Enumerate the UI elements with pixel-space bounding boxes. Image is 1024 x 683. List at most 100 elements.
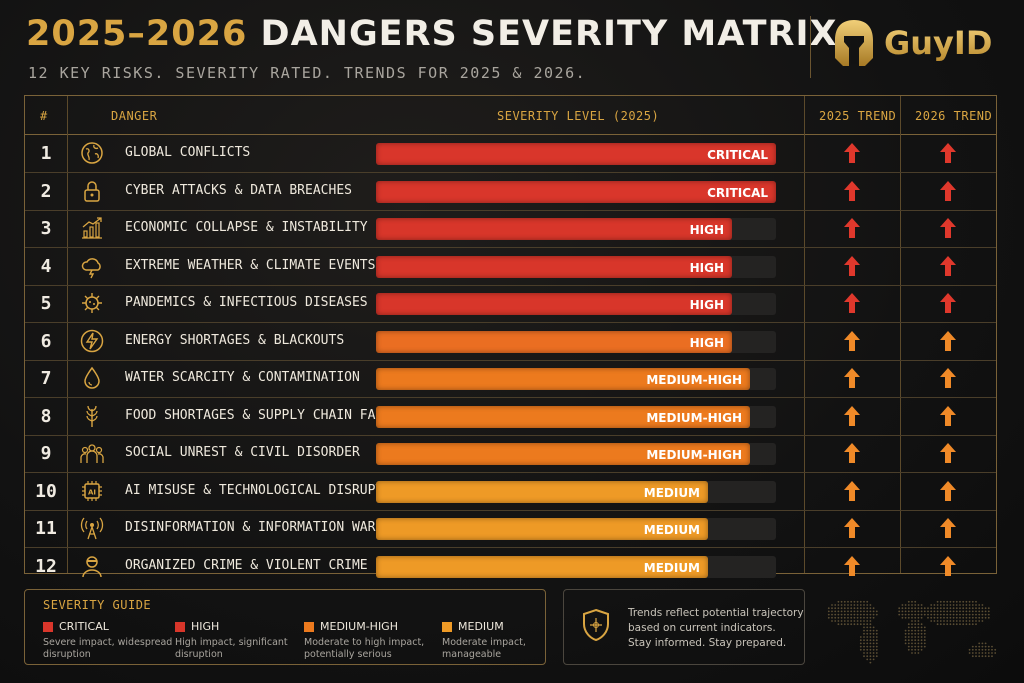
guide-swatch bbox=[43, 622, 53, 632]
logo-divider bbox=[810, 16, 811, 78]
table-row: 12 ORGANIZED CRIME & VIOLENT CRIME MEDIU… bbox=[25, 547, 996, 585]
severity-bar: MEDIUM bbox=[376, 480, 708, 503]
danger-name: ORGANIZED CRIME & VIOLENT CRIME bbox=[125, 557, 368, 573]
guide-item-desc: Severe impact, widespread disruption bbox=[43, 637, 173, 660]
trend-2026-up-arrow-icon bbox=[936, 365, 960, 391]
trend-note: Trends reflect potential trajectory base… bbox=[563, 589, 805, 665]
guide-item-name: CRITICAL bbox=[59, 620, 109, 633]
trend-2025-up-arrow-icon bbox=[840, 478, 864, 504]
severity-bar: MEDIUM-HIGH bbox=[376, 368, 750, 390]
shield-icon bbox=[583, 608, 609, 642]
table-row: 6 ENERGY SHORTAGES & BLACKOUTS HIGH bbox=[25, 322, 996, 361]
severity-bar: HIGH bbox=[376, 255, 732, 278]
trend-2026-up-arrow-icon bbox=[936, 440, 960, 466]
severity-bar: HIGH bbox=[376, 218, 732, 240]
row-number: 8 bbox=[40, 405, 52, 427]
note-text: Trends reflect potential trajectory base… bbox=[628, 606, 804, 651]
table-row: 9 SOCIAL UNREST & CIVIL DISORDER MEDIUM-… bbox=[25, 434, 996, 473]
guide-swatch bbox=[442, 622, 452, 632]
storm-cloud-icon bbox=[79, 253, 105, 279]
guide-item-desc: Moderate to high impact, potentially ser… bbox=[304, 637, 425, 660]
severity-label: MEDIUM bbox=[643, 485, 700, 500]
col-divider bbox=[67, 96, 68, 573]
col-header-num: # bbox=[40, 109, 48, 123]
table-row: 4 EXTREME WEATHER & CLIMATE EVENTS HIGH bbox=[25, 247, 996, 286]
globe-icon bbox=[79, 140, 105, 166]
bolt-icon bbox=[79, 328, 105, 354]
danger-name: FOOD SHORTAGES & SUPPLY CHAIN FAILURES bbox=[125, 407, 423, 423]
danger-name: PANDEMICS & INFECTIOUS DISEASES bbox=[125, 295, 368, 310]
danger-name: AI MISUSE & TECHNOLOGICAL DISRUPTION bbox=[125, 482, 407, 498]
row-number: 10 bbox=[35, 480, 57, 502]
severity-label: MEDIUM-HIGH bbox=[646, 373, 742, 387]
table-row: 10 AI AI MISUSE & TECHNOLOGICAL DISRUPTI… bbox=[25, 472, 996, 511]
trend-2025-up-arrow-icon bbox=[840, 440, 864, 466]
severity-label: HIGH bbox=[689, 260, 724, 275]
severity-matrix: # DANGER SEVERITY LEVEL (2025) 2025 TREN… bbox=[24, 95, 997, 578]
svg-text:AI: AI bbox=[88, 488, 96, 496]
col-header-danger: DANGER bbox=[111, 109, 158, 123]
note-line: Stay informed. Stay prepared. bbox=[628, 637, 787, 649]
guide-item-name: HIGH bbox=[191, 620, 220, 633]
severity-bar: CRITICAL bbox=[376, 180, 776, 203]
chart-up-icon bbox=[79, 215, 105, 241]
people-group-icon bbox=[79, 440, 105, 466]
table-row: 3 ECONOMIC COLLAPSE & INSTABILITY HIGH bbox=[25, 209, 996, 248]
trend-2025-up-arrow-icon bbox=[840, 403, 864, 429]
danger-name: EXTREME WEATHER & CLIMATE EVENTS bbox=[125, 257, 376, 273]
danger-name: SOCIAL UNREST & CIVIL DISORDER bbox=[125, 445, 360, 460]
trend-2026-up-arrow-icon bbox=[936, 403, 960, 429]
helmet-logo-icon bbox=[835, 20, 873, 66]
note-line: Trends reflect potential trajectory bbox=[628, 607, 804, 619]
col-divider bbox=[900, 96, 901, 573]
table-row: 7 WATER SCARCITY & CONTAMINATION MEDIUM-… bbox=[25, 359, 996, 398]
guide-swatch bbox=[175, 622, 185, 632]
page-title: 2025–2026 DANGERS SEVERITY MATRIX bbox=[26, 14, 837, 54]
row-number: 3 bbox=[40, 218, 52, 239]
virus-icon bbox=[79, 290, 105, 316]
trend-2025-up-arrow-icon bbox=[840, 290, 864, 316]
table-row: 8 FOOD SHORTAGES & SUPPLY CHAIN FAILURES… bbox=[25, 397, 996, 436]
wheat-icon bbox=[79, 403, 105, 429]
severity-bar: MEDIUM-HIGH bbox=[376, 443, 750, 465]
guide-item-name: MEDIUM bbox=[458, 620, 504, 633]
matrix-header: # DANGER SEVERITY LEVEL (2025) 2025 TREN… bbox=[25, 96, 996, 135]
table-row: 11 DISINFORMATION & INFORMATION WARFARE … bbox=[25, 509, 996, 548]
severity-bar: MEDIUM-HIGH bbox=[376, 405, 750, 428]
trend-2025-up-arrow-icon bbox=[840, 178, 864, 204]
table-row: 1 GLOBAL CONFLICTS CRITICAL bbox=[25, 134, 996, 173]
trend-2026-up-arrow-icon bbox=[936, 553, 960, 579]
danger-name: CYBER ATTACKS & DATA BREACHES bbox=[125, 182, 352, 198]
row-number: 6 bbox=[40, 330, 52, 352]
severity-label: CRITICAL bbox=[707, 185, 768, 200]
row-number: 2 bbox=[40, 180, 52, 202]
severity-label: MEDIUM bbox=[643, 560, 700, 575]
severity-label: HIGH bbox=[689, 335, 724, 350]
col-header-trend-2026: 2026 TREND bbox=[915, 109, 993, 123]
title-main: DANGERS SEVERITY MATRIX bbox=[260, 14, 838, 54]
danger-name: ENERGY SHORTAGES & BLACKOUTS bbox=[125, 332, 345, 348]
danger-name: GLOBAL CONFLICTS bbox=[125, 145, 251, 160]
severity-bar: MEDIUM bbox=[376, 555, 708, 578]
trend-2026-up-arrow-icon bbox=[936, 215, 960, 241]
trend-2025-up-arrow-icon bbox=[840, 515, 864, 541]
danger-name: ECONOMIC COLLAPSE & INSTABILITY bbox=[125, 220, 368, 235]
trend-2026-up-arrow-icon bbox=[936, 253, 960, 279]
trend-2026-up-arrow-icon bbox=[936, 140, 960, 166]
danger-name: DISINFORMATION & INFORMATION WARFARE bbox=[125, 520, 407, 535]
severity-bar: HIGH bbox=[376, 293, 732, 315]
severity-label: MEDIUM bbox=[643, 523, 700, 537]
guide-item-desc: Moderate impact, manageable bbox=[442, 637, 526, 660]
severity-bar: MEDIUM bbox=[376, 518, 708, 540]
row-number: 9 bbox=[40, 443, 52, 464]
row-number: 5 bbox=[40, 293, 52, 314]
ai-chip-icon: AI bbox=[79, 478, 105, 504]
severity-label: HIGH bbox=[689, 298, 724, 312]
trend-2026-up-arrow-icon bbox=[936, 478, 960, 504]
table-row: 5 PANDEMICS & INFECTIOUS DISEASES HIGH bbox=[25, 284, 996, 323]
broadcast-icon bbox=[79, 515, 105, 541]
danger-name: WATER SCARCITY & CONTAMINATION bbox=[125, 370, 360, 385]
guide-item-name: MEDIUM-HIGH bbox=[320, 620, 398, 633]
trend-2025-up-arrow-icon bbox=[840, 253, 864, 279]
masked-person-icon bbox=[79, 553, 105, 579]
